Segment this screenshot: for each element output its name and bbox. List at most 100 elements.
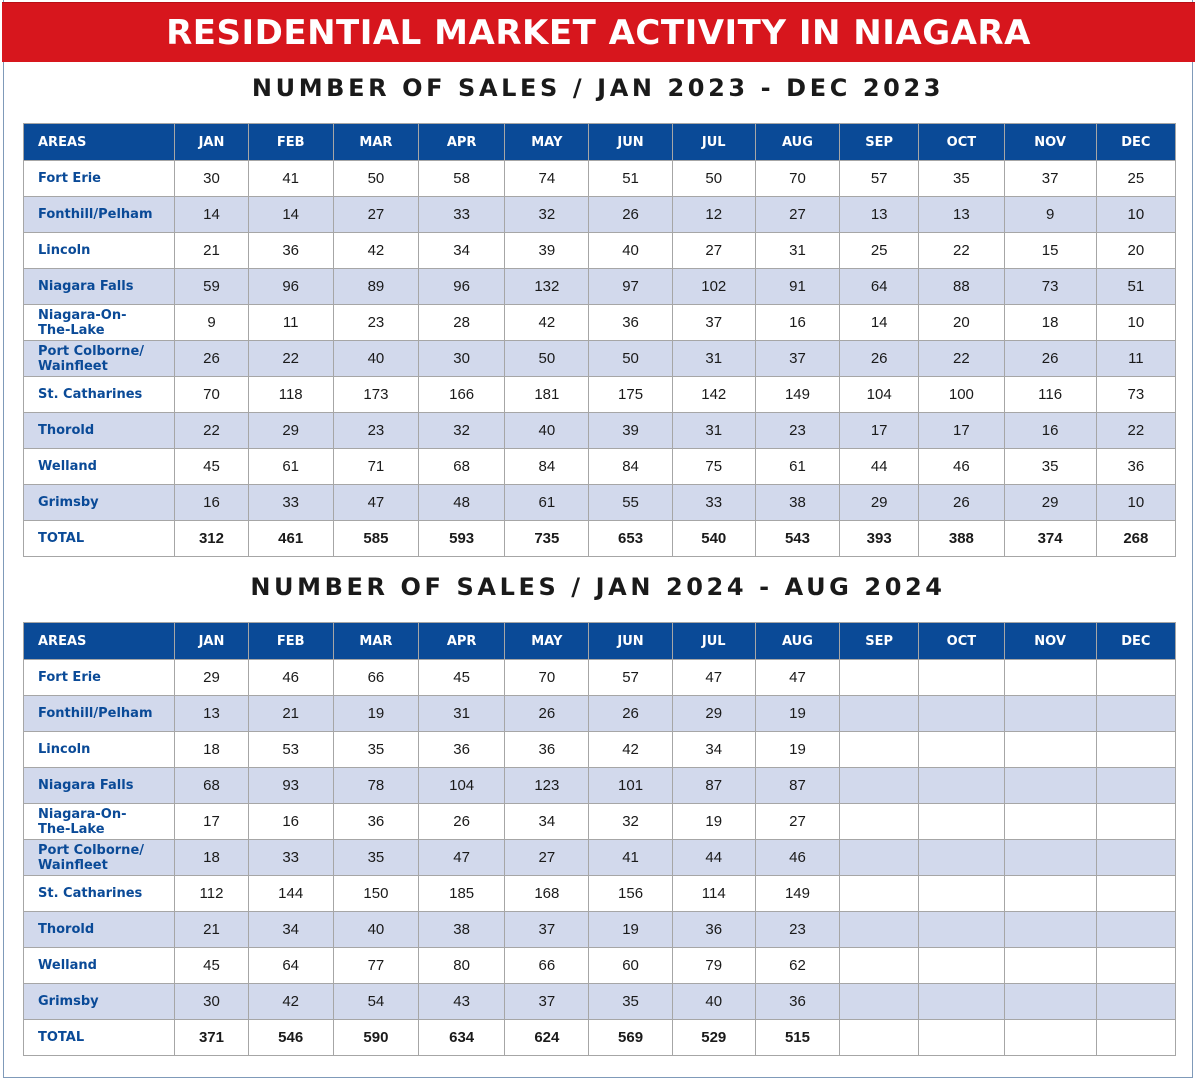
table-row: Lincoln 18 53 35 36 36 42 34 19 (22, 731, 1177, 768)
column-header-areas: AREAS (22, 123, 176, 161)
sales-cell: 38 (754, 484, 841, 521)
sales-cell: 37 (754, 340, 841, 377)
sales-cell (1003, 839, 1097, 876)
sales-cell (1095, 767, 1177, 804)
sales-cell: 77 (332, 947, 420, 984)
sales-cell: 26 (588, 695, 673, 732)
sales-cell: 23 (754, 412, 841, 449)
sales-cell (839, 875, 920, 912)
area-name: Niagara Falls (22, 767, 176, 804)
sales-cell (918, 1019, 1005, 1056)
sales-cell: 21 (247, 695, 334, 732)
sales-cell (1095, 695, 1177, 732)
sales-cell: 70 (754, 160, 841, 197)
sales-cell: 17 (174, 803, 249, 840)
sales-cell: 19 (671, 803, 756, 840)
sales-cell: 19 (754, 695, 841, 732)
table-row: Niagara-On- The-Lake 17 16 36 26 34 32 19 27 (22, 803, 1177, 840)
sales-cell: 22 (174, 412, 249, 449)
sales-cell (1003, 803, 1097, 840)
sales-cell: 25 (839, 232, 920, 269)
sales-cell: 29 (247, 412, 334, 449)
column-header-nov: NOV (1003, 123, 1097, 161)
sales-cell: 653 (588, 520, 673, 557)
sales-cell: 515 (754, 1019, 841, 1056)
sales-cell: 14 (839, 304, 920, 341)
sales-cell: 70 (174, 376, 249, 413)
sales-cell: 62 (754, 947, 841, 984)
sales-cell: 29 (839, 484, 920, 521)
sales-cell: 17 (918, 412, 1005, 449)
sales-cell: 393 (839, 520, 920, 557)
area-name: Niagara-On- The-Lake (22, 803, 176, 840)
sales-cell: 34 (418, 232, 506, 269)
sales-cell: 569 (588, 1019, 673, 1056)
column-header-jul: JUL (671, 622, 756, 660)
sales-cell: 593 (418, 520, 506, 557)
table-row: Fonthill/Pelham 14 14 27 33 32 26 12 27 13 13 9 10 (22, 196, 1177, 233)
sales-cell: 19 (754, 731, 841, 768)
area-name: St. Catharines (22, 875, 176, 912)
area-name: Niagara-On- The-Lake (22, 304, 176, 341)
sales-cell: 34 (671, 731, 756, 768)
sales-cell: 41 (588, 839, 673, 876)
sales-cell: 31 (754, 232, 841, 269)
sales-cell: 461 (247, 520, 334, 557)
sales-cell: 39 (588, 412, 673, 449)
sales-cell: 173 (332, 376, 420, 413)
sales-table-2023: AREAS JAN FEB MAR APR MAY JUN JUL AUG SEP OCT NOV DE… (22, 123, 1177, 557)
sales-cell: 15 (1003, 232, 1097, 269)
sales-cell: 37 (671, 304, 756, 341)
sales-cell: 13 (918, 196, 1005, 233)
sales-cell: 35 (588, 983, 673, 1020)
sales-cell: 50 (588, 340, 673, 377)
sales-cell: 45 (418, 659, 506, 696)
sales-cell: 150 (332, 875, 420, 912)
sales-cell: 58 (418, 160, 506, 197)
sales-cell: 40 (332, 340, 420, 377)
table-row: Niagara Falls 59 96 89 96 132 97 102 91 64 88 73 51 (22, 268, 1177, 305)
header-row: AREAS JAN FEB MAR APR MAY JUN JUL AUG SEP OCT NOV DE… (22, 123, 1177, 161)
column-header-jan: JAN (174, 123, 249, 161)
column-header-jul: JUL (671, 123, 756, 161)
sales-cell: 64 (247, 947, 334, 984)
column-header-may: MAY (504, 123, 590, 161)
column-header-jun: JUN (588, 622, 673, 660)
column-header-nov: NOV (1003, 622, 1097, 660)
sales-cell: 26 (839, 340, 920, 377)
area-name: Fonthill/Pelham (22, 695, 176, 732)
sales-cell: 33 (671, 484, 756, 521)
header-row: AREAS JAN FEB MAR APR MAY JUN JUL AUG SEP OCT NOV DE… (22, 622, 1177, 660)
sales-cell: 43 (418, 983, 506, 1020)
sales-cell: 116 (1003, 376, 1097, 413)
sales-cell: 21 (174, 232, 249, 269)
table-row: Port Colborne/ Wainfleet 26 22 40 30 50 50 31 37… (22, 340, 1177, 377)
sales-cell: 14 (174, 196, 249, 233)
sales-cell: 118 (247, 376, 334, 413)
table-row: Grimsby 16 33 47 48 61 55 33 38 29 26 29 10 (22, 484, 1177, 521)
area-name: Welland (22, 448, 176, 485)
table-row: Fonthill/Pelham 13 21 19 31 26 26 29 19 (22, 695, 1177, 732)
table-row: St. Catharines 112 144 150 185 168 156 114 149 (22, 875, 1177, 912)
sales-cell: 181 (504, 376, 590, 413)
sales-cell: 35 (1003, 448, 1097, 485)
sales-cell: 34 (247, 911, 334, 948)
sales-cell: 46 (247, 659, 334, 696)
table-title-2023: NUMBER OF SALES / JAN 2023 - DEC 2023 (251, 74, 945, 102)
area-name: Welland (22, 947, 176, 984)
sales-cell (918, 947, 1005, 984)
area-name: Fort Erie (22, 160, 176, 197)
sales-cell: 31 (671, 340, 756, 377)
sales-cell: 36 (332, 803, 420, 840)
sales-cell: 40 (504, 412, 590, 449)
sales-cell: 624 (504, 1019, 590, 1056)
sales-cell: 36 (1095, 448, 1177, 485)
sales-cell (839, 947, 920, 984)
sales-cell: 61 (754, 448, 841, 485)
sales-cell: 96 (247, 268, 334, 305)
column-header-mar: MAR (332, 123, 420, 161)
sales-cell: 388 (918, 520, 1005, 557)
sales-cell: 20 (1095, 232, 1177, 269)
sales-cell: 57 (839, 160, 920, 197)
sales-cell: 36 (504, 731, 590, 768)
